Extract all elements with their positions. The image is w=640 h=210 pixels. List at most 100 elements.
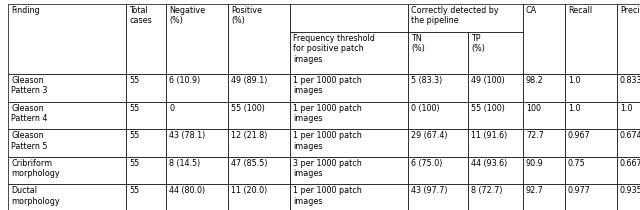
Bar [468,129,523,157]
Text: 44 (93.6): 44 (93.6) [471,159,508,168]
Bar [290,102,408,129]
Text: 8 (14.5): 8 (14.5) [169,159,200,168]
Bar [617,129,640,157]
Bar [523,102,565,129]
Text: 8 (72.7): 8 (72.7) [471,186,502,195]
Text: 1 per 1000 patch
images: 1 per 1000 patch images [293,131,362,151]
Text: 1 per 1000 patch
images: 1 per 1000 patch images [293,104,362,123]
Text: 1.0: 1.0 [568,76,580,85]
Bar [166,157,228,184]
Text: 29 (67.4): 29 (67.4) [411,131,447,140]
Bar [126,102,166,129]
Bar [126,4,166,74]
Text: 3 per 1000 patch
images: 3 per 1000 patch images [293,159,362,178]
Bar [565,74,617,102]
Text: 0.935: 0.935 [620,186,640,195]
Bar [126,184,166,210]
Bar [565,157,617,184]
Bar [290,32,408,74]
Bar [523,184,565,210]
Bar [468,74,523,102]
Bar [8,129,126,157]
Bar [228,157,290,184]
Text: Gleason
Pattern 3: Gleason Pattern 3 [11,76,47,95]
Text: 44 (80.0): 44 (80.0) [169,186,205,195]
Bar [8,102,126,129]
Bar [408,184,468,210]
Bar [290,129,408,157]
Text: 55: 55 [129,131,140,140]
Text: 72.7: 72.7 [526,131,544,140]
Bar [228,4,290,74]
Text: Finding: Finding [11,6,40,15]
Text: 0.667: 0.667 [620,159,640,168]
Text: 6 (75.0): 6 (75.0) [411,159,442,168]
Bar [126,157,166,184]
Bar [468,184,523,210]
Text: 55 (100): 55 (100) [231,104,265,113]
Bar [617,4,640,74]
Bar [408,4,523,32]
Text: 1 per 1000 patch
images: 1 per 1000 patch images [293,76,362,95]
Text: 55: 55 [129,104,140,113]
Text: 43 (78.1): 43 (78.1) [169,131,205,140]
Text: 0.674: 0.674 [620,131,640,140]
Bar [565,129,617,157]
Text: 43 (97.7): 43 (97.7) [411,186,447,195]
Bar [617,157,640,184]
Text: Positive
(%): Positive (%) [231,6,262,25]
Text: 11 (20.0): 11 (20.0) [231,186,268,195]
Text: Gleason
Pattern 4: Gleason Pattern 4 [11,104,47,123]
Text: 47 (85.5): 47 (85.5) [231,159,268,168]
Text: 1.0: 1.0 [620,104,632,113]
Bar [565,102,617,129]
Bar [408,74,468,102]
Bar [228,74,290,102]
Text: Gleason
Pattern 5: Gleason Pattern 5 [11,131,47,151]
Text: TN
(%): TN (%) [411,34,425,53]
Bar [166,184,228,210]
Text: 0: 0 [169,104,174,113]
Text: Precision: Precision [620,6,640,15]
Bar [290,4,408,32]
Bar [565,184,617,210]
Bar [8,184,126,210]
Bar [228,102,290,129]
Bar [408,129,468,157]
Text: 55: 55 [129,186,140,195]
Bar [468,32,523,74]
Text: 0 (100): 0 (100) [411,104,440,113]
Bar [523,157,565,184]
Text: 0.967: 0.967 [568,131,591,140]
Bar [166,102,228,129]
Text: 49 (89.1): 49 (89.1) [231,76,268,85]
Text: 11 (91.6): 11 (91.6) [471,131,508,140]
Text: 0.75: 0.75 [568,159,586,168]
Bar [523,4,565,74]
Text: 5 (83.3): 5 (83.3) [411,76,442,85]
Text: Cribriform
morphology: Cribriform morphology [11,159,60,178]
Text: Recall: Recall [568,6,592,15]
Bar [290,184,408,210]
Bar [408,157,468,184]
Bar [228,184,290,210]
Bar [408,102,468,129]
Bar [8,74,126,102]
Text: 90.9: 90.9 [526,159,544,168]
Text: 49 (100): 49 (100) [471,76,505,85]
Bar [166,74,228,102]
Bar [523,74,565,102]
Text: Total
cases: Total cases [129,6,152,25]
Text: Negative
(%): Negative (%) [169,6,205,25]
Text: 100: 100 [526,104,541,113]
Text: 12 (21.8): 12 (21.8) [231,131,268,140]
Bar [290,74,408,102]
Bar [523,129,565,157]
Bar [166,129,228,157]
Bar [468,157,523,184]
Text: 55: 55 [129,76,140,85]
Text: 0.833: 0.833 [620,76,640,85]
Bar [468,102,523,129]
Bar [408,32,468,74]
Text: CA: CA [526,6,537,15]
